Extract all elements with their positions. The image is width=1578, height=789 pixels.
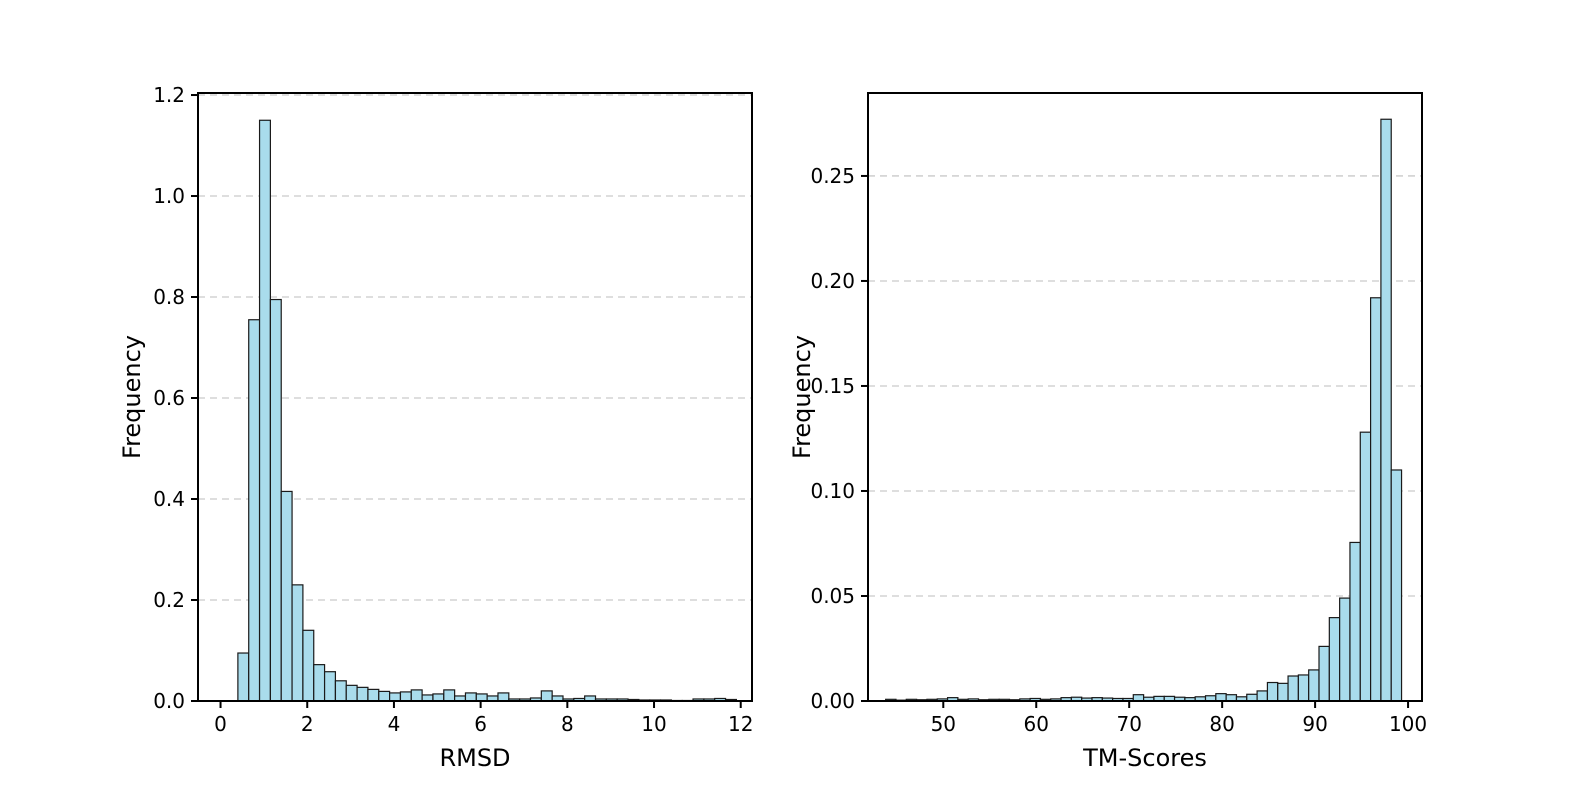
histogram-bar (432, 693, 445, 702)
y-tick-label: 1.2 (153, 83, 185, 107)
histogram-bar (302, 629, 315, 702)
tm-scores-plot-area: 50 60 70 80 90 100 0.00 0.05 0.10 0.15 0.20 0.25 (810, 92, 1427, 736)
x-tick-label: 0 (214, 712, 227, 736)
tm-scores-x-axis-label: TM-Scores (1082, 744, 1207, 772)
histogram-bar (443, 689, 456, 702)
rmsd-x-axis-label: RMSD (439, 744, 510, 772)
histogram-bar (356, 686, 369, 702)
tm-scores-histogram-panel: 50 60 70 80 90 100 0.00 0.05 0.10 0.15 0.20 0.25 Fr… (780, 60, 1460, 780)
rmsd-y-axis-label: Frequency (118, 335, 146, 459)
histogram-bar (367, 688, 380, 702)
histogram-bar (269, 298, 282, 702)
histogram-bar (345, 684, 358, 702)
tm-scores-histogram: 50 60 70 80 90 100 0.00 0.05 0.10 0.15 0.20 0.25 Fr… (788, 92, 1427, 772)
histogram-bar (237, 652, 250, 702)
y-tick-label: 0.6 (153, 386, 185, 410)
y-tick-label: 0.2 (153, 588, 185, 612)
histogram-bar (323, 671, 337, 702)
histogram-bar (1318, 645, 1330, 702)
histogram-bar (313, 664, 326, 702)
histogram-bar (1215, 693, 1227, 702)
histogram-bar (1297, 674, 1310, 702)
x-tick-label: 12 (728, 712, 753, 736)
y-tick-label: 0.00 (810, 689, 855, 713)
histogram-bar (1339, 597, 1351, 702)
histogram-bar (389, 692, 402, 702)
histogram-bar (1328, 617, 1341, 702)
histogram-bar (1359, 431, 1372, 702)
y-tick-label: 0.8 (153, 285, 185, 309)
histogram-bar (410, 689, 423, 702)
x-tick-label: 100 (1389, 712, 1427, 736)
rmsd-histogram-panel: 0 2 4 6 8 10 12 0.0 0.2 0.4 0.6 0.8 1.0 1.2 Frequency… (110, 60, 790, 780)
y-tick-label: 0.25 (810, 164, 855, 188)
histogram-bar (1369, 297, 1382, 702)
histogram-bar (291, 584, 304, 702)
plot-border (867, 92, 1423, 702)
histogram-bar (540, 690, 553, 702)
y-tick-label: 0.10 (810, 479, 855, 503)
histogram-bar (258, 119, 271, 702)
histogram-bar (475, 693, 488, 702)
histogram-bar (1277, 682, 1289, 702)
y-tick-label: 0.05 (810, 584, 855, 608)
y-tick-label: 1.0 (153, 184, 185, 208)
x-tick-label: 50 (931, 712, 956, 736)
x-tick-label: 8 (561, 712, 574, 736)
x-tick-label: 70 (1116, 712, 1141, 736)
histogram-bar (1349, 541, 1361, 702)
histogram-bar (1246, 693, 1258, 702)
y-tick-label: 0.4 (153, 487, 185, 511)
tm-scores-y-axis-label: Frequency (788, 335, 816, 459)
x-tick-label: 80 (1209, 712, 1234, 736)
histogram-bar (1308, 669, 1320, 702)
histogram-bar (248, 319, 261, 702)
x-tick-label: 4 (388, 712, 401, 736)
y-tick-label: 0.15 (810, 374, 855, 398)
x-tick-label: 10 (641, 712, 666, 736)
rmsd-histogram: 0 2 4 6 8 10 12 0.0 0.2 0.4 0.6 0.8 1.0 1.2 Frequency… (118, 83, 753, 772)
plot-border (197, 92, 753, 702)
histogram-bar (280, 490, 293, 702)
histogram-bar (1380, 118, 1392, 702)
rmsd-plot-area: 0 2 4 6 8 10 12 0.0 0.2 0.4 0.6 0.8 1.0 1.2 (153, 83, 753, 736)
x-tick-label: 2 (301, 712, 314, 736)
histogram-bar (464, 692, 477, 702)
x-tick-label: 60 (1024, 712, 1049, 736)
x-tick-label: 6 (474, 712, 487, 736)
y-tick-label: 0.0 (153, 689, 185, 713)
histogram-bar (378, 690, 391, 702)
histogram-bar (1266, 681, 1279, 702)
histogram-bar (1256, 690, 1269, 702)
y-tick-label: 0.20 (810, 269, 855, 293)
histogram-bar (1287, 675, 1299, 702)
histogram-bar (399, 691, 412, 702)
x-tick-label: 90 (1302, 712, 1327, 736)
histogram-bar (497, 692, 510, 702)
histogram-bar (1390, 469, 1403, 702)
histogram-bar (334, 680, 347, 702)
